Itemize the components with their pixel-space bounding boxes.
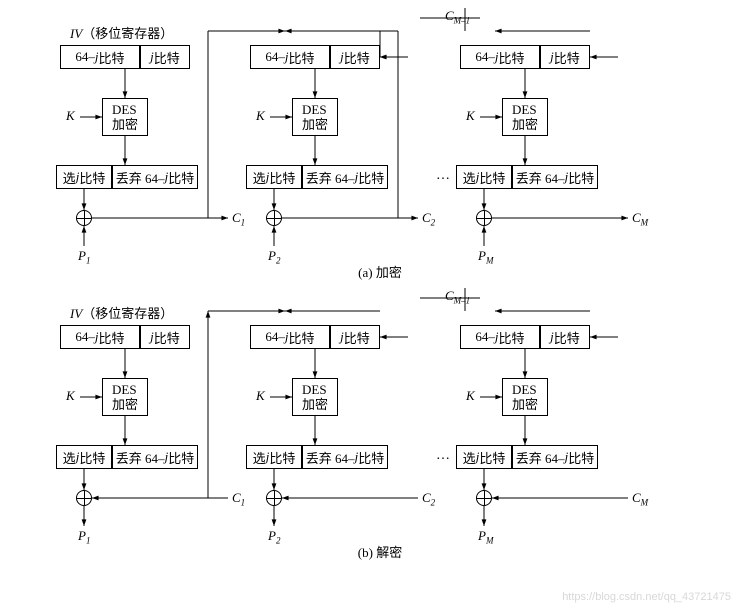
arrow-key	[264, 391, 298, 403]
c-in-label-1: C2	[422, 490, 435, 508]
reg-right-2: j比特	[540, 45, 590, 69]
caption: (b) 解密	[330, 542, 430, 561]
watermark: https://blog.csdn.net/qq_43721475	[562, 591, 731, 603]
fb-v-1	[392, 25, 404, 224]
shift-arrow-2	[489, 25, 596, 37]
reg-right-2: j比特	[540, 325, 590, 349]
feedback-0	[202, 25, 214, 224]
c-label-2: CM	[632, 210, 648, 228]
c-label-1: C2	[422, 210, 435, 228]
p-label-2: PM	[478, 248, 493, 266]
dots: …	[436, 168, 450, 184]
iv-title: IV（移位寄存器）	[70, 303, 173, 322]
fb-into1b	[374, 331, 414, 343]
fb-top-line	[414, 292, 486, 304]
sel-right-2: 丢弃 64–j比特	[512, 445, 598, 469]
iv-title: IV（移位寄存器）	[70, 23, 173, 42]
c-label-0: C1	[232, 210, 245, 228]
arrow-key	[74, 111, 108, 123]
sel-right-2: 丢弃 64–j比特	[512, 165, 598, 189]
cm1-down	[459, 282, 471, 317]
fb-b0	[202, 305, 214, 504]
fb-b0h	[202, 305, 291, 317]
reg-right-0: j比特	[140, 325, 190, 349]
arrow-key	[474, 111, 508, 123]
sel-right-0: 丢弃 64–j比特	[112, 165, 198, 189]
reg-right-0: j比特	[140, 45, 190, 69]
caption: (a) 加密	[330, 262, 430, 281]
arrow-c-in	[276, 492, 424, 504]
arrow-key	[74, 391, 108, 403]
p-label-1: P2	[268, 248, 280, 266]
arrow-c-in	[486, 492, 634, 504]
p-label-0: P1	[78, 248, 90, 266]
fb-top-line	[414, 12, 486, 24]
reg-right-1: j比特	[330, 325, 380, 349]
c-in-label-2: CM	[632, 490, 648, 508]
cm1-down	[459, 2, 471, 37]
fb-cm1	[584, 51, 624, 63]
sel-right-1: 丢弃 64–j比特	[302, 165, 388, 189]
dots: …	[436, 448, 450, 464]
c-in-label-0: C1	[232, 490, 245, 508]
sel-right-1: 丢弃 64–j比特	[302, 445, 388, 469]
fb-horiz-0	[202, 25, 291, 37]
arrow-c-out	[486, 212, 634, 224]
sel-right-0: 丢弃 64–j比特	[112, 445, 198, 469]
arrow-key	[264, 111, 298, 123]
shift-arrow-2	[489, 305, 596, 317]
arrow-key	[474, 391, 508, 403]
shift-arrow-1	[279, 305, 386, 317]
p-out-label-2: PM	[478, 528, 493, 546]
shift-arrow-1	[279, 25, 386, 37]
p-out-label-0: P1	[78, 528, 90, 546]
p-out-label-1: P2	[268, 528, 280, 546]
fb-cm1	[584, 331, 624, 343]
reg-right-1: j比特	[330, 45, 380, 69]
